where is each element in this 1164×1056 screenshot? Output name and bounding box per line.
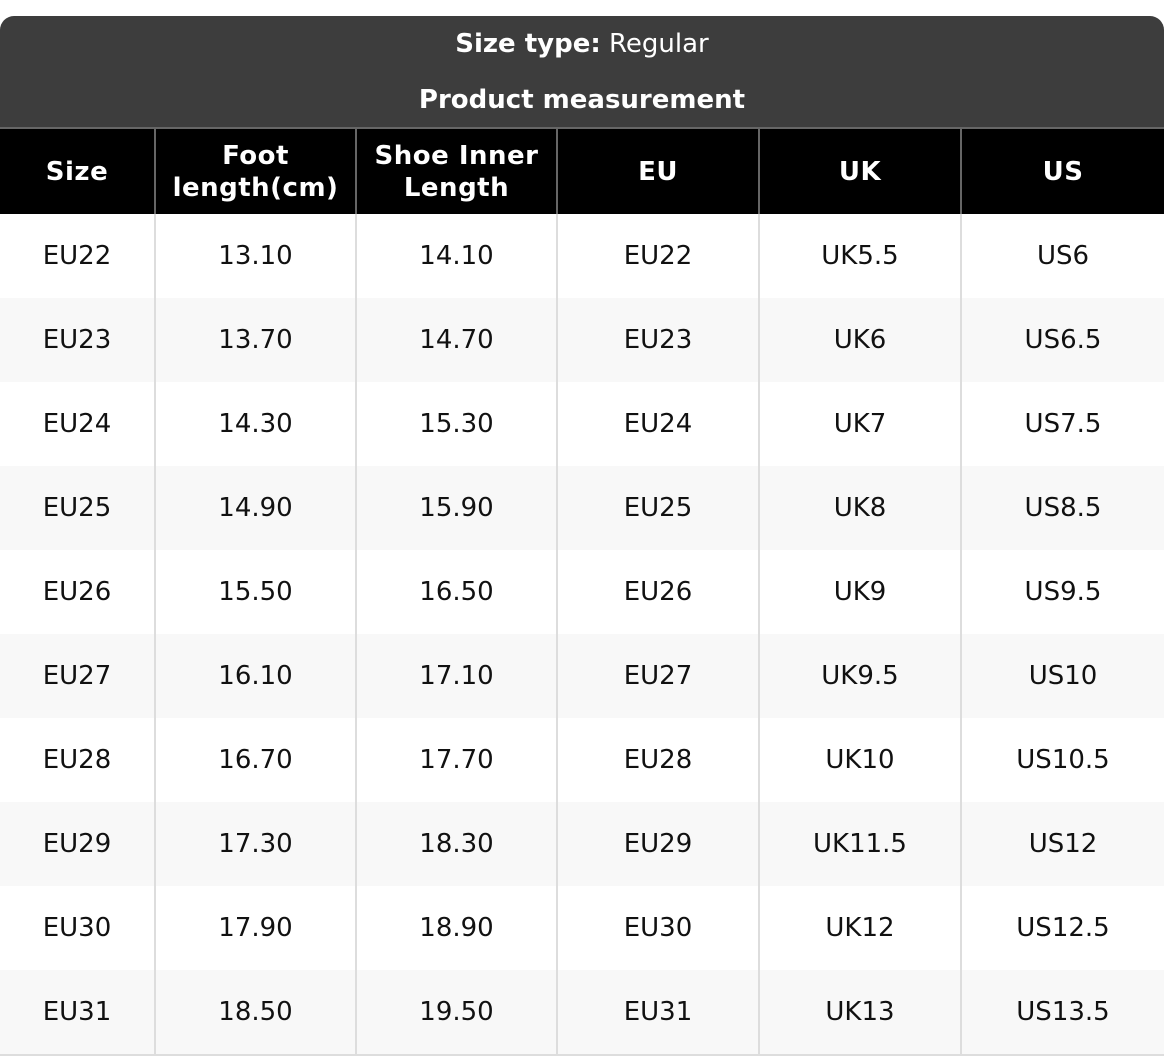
chart-header: Size type: Regular Product measurement <box>0 16 1164 129</box>
table-cell: EU27 <box>0 634 155 718</box>
table-cell: EU26 <box>42 577 112 607</box>
table-row: EU29 17.30 18.30 EU29 UK11.5 US12 <box>0 802 1164 886</box>
table-cell: EU25 <box>0 466 155 550</box>
table-row: EU22 13.10 14.10 EU22 UK5.5 US6 <box>0 214 1164 298</box>
table-cell: 17.90 <box>154 886 356 970</box>
table-cell: 14.10 <box>355 214 557 298</box>
table-cell: 13.10 <box>154 214 356 298</box>
column-header: UK <box>758 129 961 214</box>
table-cell: 19.50 <box>355 970 557 1056</box>
table-cell: UK9 <box>758 550 961 634</box>
table-cell: EU26 <box>556 550 759 634</box>
table-cell: US6 <box>960 214 1164 298</box>
table-cell: US6.5 <box>960 298 1164 382</box>
table-cell: EU30 <box>556 886 759 970</box>
table-cell: EU24 <box>556 382 759 466</box>
table-cell: US8.5 <box>960 466 1164 550</box>
table-cell: EU23 <box>556 298 759 382</box>
table-cell: EU23 <box>0 298 155 382</box>
table-cell: US12.5 <box>960 886 1164 970</box>
table-cell: 13.70 <box>154 298 356 382</box>
table-row: EU27 16.10 17.10 EU27 UK9.5 US10 <box>0 634 1164 718</box>
size-type-label: Size type: <box>455 29 601 59</box>
table-row: EU26 15.50 16.50 EU26 UK9 US9.5 <box>0 550 1164 634</box>
size-chart: Size type: Regular Product measurement S… <box>0 16 1164 1056</box>
table-cell: US10.5 <box>960 718 1164 802</box>
table-cell: EU28 <box>556 718 759 802</box>
table-row: EU24 14.30 15.30 EU24 UK7 US7.5 <box>0 382 1164 466</box>
table-cell: EU22 <box>42 241 112 271</box>
table-cell: UK10 <box>758 718 961 802</box>
table-cell: EU28 <box>42 745 112 775</box>
column-header: Foot length(cm) <box>154 129 356 214</box>
table-cell: UK11.5 <box>758 802 961 886</box>
table-cell: 16.70 <box>154 718 356 802</box>
column-header: Size <box>0 129 155 214</box>
table-cell: 14.90 <box>154 466 356 550</box>
table-cell: US9.5 <box>960 550 1164 634</box>
table-cell: UK8 <box>758 466 961 550</box>
table-cell: EU25 <box>556 466 759 550</box>
table-row: EU28 16.70 17.70 EU28 UK10 US10.5 <box>0 718 1164 802</box>
table-cell: 14.30 <box>154 382 356 466</box>
table-cell: EU31 <box>0 970 155 1056</box>
table-cell: 15.30 <box>355 382 557 466</box>
table-cell: EU29 <box>0 802 155 886</box>
table-cell: UK13 <box>758 970 961 1056</box>
table-cell: EU24 <box>42 409 112 439</box>
size-table: Size Foot length(cm) Shoe Inner Length EU UK… <box>0 129 1164 1056</box>
table-cell: UK12 <box>758 886 961 970</box>
table-row: EU25 14.90 15.90 EU25 UK8 US8.5 <box>0 466 1164 550</box>
table-cell: UK7 <box>758 382 961 466</box>
column-header: Shoe Inner Length <box>355 129 557 214</box>
column-header: EU <box>556 129 759 214</box>
table-cell: UK6 <box>758 298 961 382</box>
table-cell: 15.50 <box>154 550 356 634</box>
table-row: EU31 18.50 19.50 EU31 UK13 US13.5 <box>0 970 1164 1056</box>
table-cell: US12 <box>960 802 1164 886</box>
table-cell: EU29 <box>556 802 759 886</box>
table-cell: UK9.5 <box>758 634 961 718</box>
table-cell: EU27 <box>556 634 759 718</box>
table-cell: US10 <box>960 634 1164 718</box>
table-cell: 18.90 <box>355 886 557 970</box>
chart-subtitle: Product measurement <box>418 85 746 115</box>
table-cell: US13.5 <box>960 970 1164 1056</box>
column-header: US <box>960 129 1164 214</box>
table-row: EU30 17.90 18.90 EU30 UK12 US12.5 <box>0 886 1164 970</box>
table-cell: 16.50 <box>355 550 557 634</box>
size-type: Size type: Regular <box>0 16 1164 58</box>
table-cell: UK5.5 <box>758 214 961 298</box>
table-cell: 18.50 <box>154 970 356 1056</box>
table-cell: US7.5 <box>960 382 1164 466</box>
table-cell: EU22 <box>556 214 759 298</box>
table-cell: EU31 <box>556 970 759 1056</box>
table-cell: EU30 <box>42 913 112 943</box>
size-type-value: Regular <box>609 29 709 59</box>
table-cell: 16.10 <box>154 634 356 718</box>
table-cell: 15.90 <box>355 466 557 550</box>
table-cell: 18.30 <box>355 802 557 886</box>
table-row: EU23 13.70 14.70 EU23 UK6 US6.5 <box>0 298 1164 382</box>
table-cell: 14.70 <box>355 298 557 382</box>
table-cell: 17.10 <box>355 634 557 718</box>
table-cell: 17.70 <box>355 718 557 802</box>
table-cell: 17.30 <box>154 802 356 886</box>
